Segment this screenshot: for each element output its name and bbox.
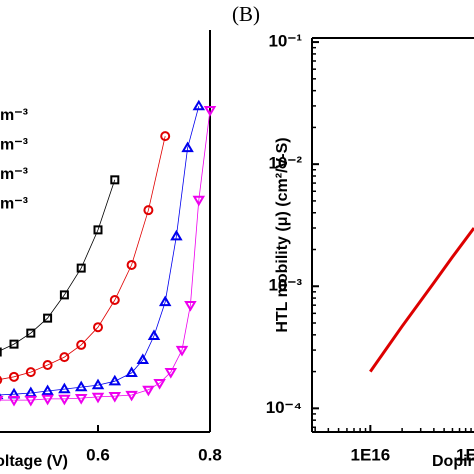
- marker: [181, 141, 194, 153]
- legend-label: m⁻³: [0, 137, 28, 154]
- marker: [7, 395, 21, 407]
- marker: [24, 386, 38, 398]
- marker: [184, 300, 197, 312]
- marker: [91, 392, 105, 404]
- marker: [0, 375, 3, 385]
- marker: [110, 175, 120, 185]
- marker: [0, 347, 2, 357]
- y-axis-label: HTL mobility (μ) (cm²/V-S): [274, 137, 291, 332]
- marker: [125, 390, 138, 402]
- legend-label: m⁻³: [0, 107, 28, 124]
- marker: [93, 322, 103, 333]
- y-tick-label: 10⁻²: [268, 154, 302, 173]
- series-line: [0, 136, 166, 380]
- marker: [164, 367, 178, 379]
- marker: [41, 384, 54, 396]
- x-axis-label: Doping: [432, 453, 474, 470]
- marker: [74, 393, 88, 405]
- marker: [91, 378, 105, 390]
- marker: [203, 105, 217, 117]
- x-axis-label: Voltage (V): [0, 453, 68, 470]
- marker: [143, 205, 154, 216]
- series-line: [0, 179, 116, 352]
- marker: [25, 367, 36, 378]
- x-tick-label: 0.8: [198, 445, 222, 464]
- marker: [108, 391, 122, 403]
- series-line: [369, 227, 474, 373]
- marker: [59, 352, 70, 363]
- marker: [9, 371, 19, 382]
- legend-label: m⁻³: [0, 196, 28, 213]
- marker: [160, 131, 171, 142]
- marker: [76, 263, 86, 273]
- marker: [125, 366, 138, 378]
- marker: [59, 290, 69, 300]
- marker: [43, 313, 53, 323]
- marker: [109, 295, 120, 306]
- marker: [26, 328, 36, 338]
- marker: [158, 295, 172, 307]
- marker: [142, 385, 155, 397]
- series-line: [0, 110, 211, 401]
- panel-label: (B): [232, 2, 260, 26]
- marker: [9, 339, 19, 349]
- x-tick-label: 1E17: [456, 445, 474, 464]
- marker: [58, 394, 71, 406]
- marker: [108, 374, 122, 386]
- marker: [93, 225, 103, 235]
- marker: [170, 229, 183, 241]
- marker: [0, 395, 4, 402]
- marker: [24, 395, 38, 407]
- series-line: [0, 106, 200, 396]
- y-tick-label: 10⁻³: [268, 276, 302, 295]
- marker: [76, 339, 87, 350]
- x-tick-label: 1E16: [350, 445, 390, 464]
- marker: [126, 259, 137, 270]
- x-tick-label: 0.6: [86, 445, 110, 464]
- marker: [41, 394, 54, 406]
- marker: [42, 360, 53, 371]
- y-tick-label: 10⁻⁴: [266, 398, 302, 417]
- marker: [192, 195, 206, 207]
- marker: [74, 380, 88, 392]
- legend-label: m⁻³: [0, 166, 28, 183]
- y-tick-label: 10⁻¹: [268, 32, 302, 51]
- marker: [136, 353, 150, 365]
- marker: [147, 329, 161, 341]
- marker: [192, 99, 206, 111]
- marker: [58, 382, 71, 394]
- marker: [175, 345, 189, 357]
- marker: [153, 378, 166, 390]
